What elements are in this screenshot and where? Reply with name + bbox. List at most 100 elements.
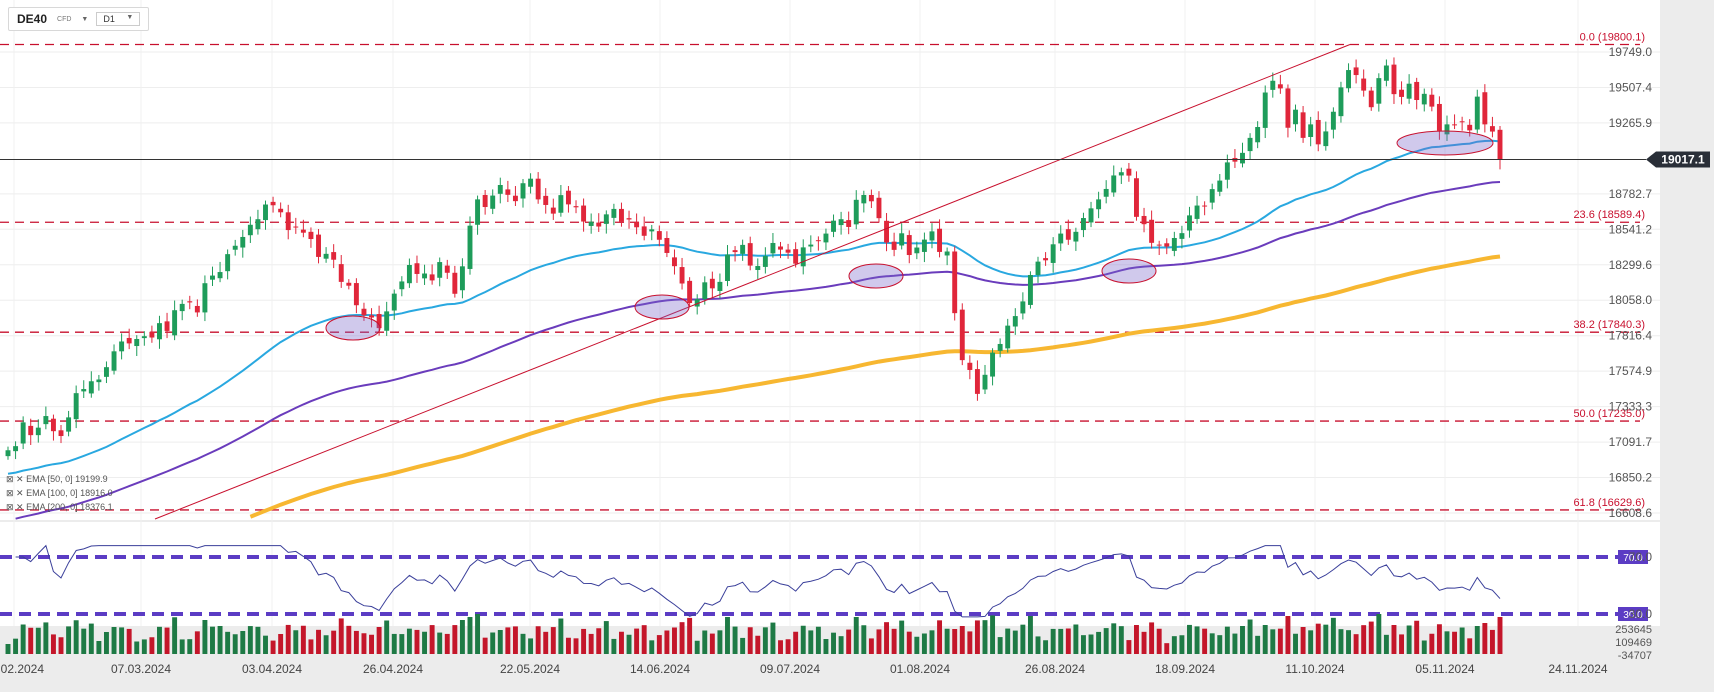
volume-bar: [1497, 617, 1503, 654]
candle-body: [687, 280, 693, 304]
volume-bar: [1300, 627, 1306, 654]
volume-bar: [58, 637, 64, 654]
volume-bar: [1338, 629, 1344, 654]
candle-body: [1012, 316, 1018, 327]
candle-body: [459, 266, 465, 291]
price-tick-label: 17816.4: [1609, 329, 1653, 343]
volume-bar: [338, 618, 344, 654]
volume-bar: [293, 630, 299, 654]
volume-bar: [649, 640, 655, 654]
volume-bar: [391, 633, 397, 654]
candle-body: [13, 446, 19, 452]
candle-body: [5, 450, 11, 457]
volume-bar: [1293, 633, 1298, 654]
volume-bar: [1368, 621, 1374, 654]
symbol-label[interactable]: DE40: [17, 12, 48, 26]
volume-bar: [778, 640, 783, 654]
candle-body: [270, 201, 276, 206]
candle-body: [141, 336, 147, 339]
ema50-legend[interactable]: ⊠ ✕ EMA [50, 0] 19199.9: [6, 474, 108, 485]
candle-body: [672, 257, 677, 267]
price-tick-label: 18782.7: [1609, 187, 1653, 201]
volume-bar: [1050, 628, 1056, 654]
volume-bar: [687, 617, 693, 654]
candle-body: [732, 250, 738, 253]
volume-bar: [868, 638, 874, 654]
volume-bar: [944, 628, 950, 654]
candle-body: [490, 195, 496, 209]
volume-bar: [588, 633, 594, 654]
volume-bar: [369, 634, 374, 654]
volume-bar: [1240, 626, 1245, 654]
candle-body: [1361, 78, 1367, 91]
volume-bar: [1391, 625, 1397, 654]
volume-bar: [111, 627, 117, 654]
candle-body: [1103, 188, 1109, 197]
chart-toolbar: DE40 CFD ▼ D1 ▼: [8, 7, 150, 31]
candle-body: [1444, 124, 1450, 135]
candle-body: [353, 283, 359, 306]
price-tick-label: 19265.9: [1609, 116, 1653, 130]
volume-bar: [1474, 626, 1480, 654]
candle-body: [157, 323, 162, 340]
candle-body: [952, 251, 958, 314]
candle-body: [1452, 124, 1458, 126]
close-icon[interactable]: ⊠ ✕: [6, 502, 24, 512]
close-icon[interactable]: ⊠ ✕: [6, 474, 24, 484]
close-icon[interactable]: ⊠ ✕: [6, 488, 24, 498]
candle-body: [81, 389, 87, 392]
candle-body: [399, 281, 405, 290]
date-tick-label: 24.11.2024: [1548, 662, 1607, 676]
volume-bar: [202, 620, 208, 654]
volume-bar: [1171, 636, 1177, 654]
volume-bar: [376, 627, 382, 654]
candle-body: [861, 194, 867, 204]
volume-bar: [353, 630, 359, 654]
price-tick-label: 16608.6: [1609, 506, 1653, 520]
ema50-label: EMA [50, 0] 19199.9: [26, 474, 108, 484]
candle-body: [512, 195, 518, 202]
candle-body: [1497, 129, 1503, 160]
candle-body: [316, 234, 321, 257]
date-tick-label: 09.07.2024: [760, 662, 820, 676]
volume-bar: [921, 633, 927, 654]
candle-body: [1376, 78, 1382, 104]
timeframe-select[interactable]: D1 ▼: [96, 12, 141, 26]
candle-body: [1406, 83, 1412, 99]
ema200-legend[interactable]: ⊠ ✕ EMA [200, 0] 18376.1: [6, 502, 113, 513]
volume-bar: [422, 631, 428, 654]
volume-bar: [361, 633, 367, 654]
symbol-dropdown-icon[interactable]: ▼: [81, 15, 89, 23]
candle-body: [1194, 205, 1200, 219]
candle-body: [694, 299, 700, 307]
candle-body: [641, 226, 647, 236]
date-tick-label: 26.04.2024: [363, 662, 423, 676]
volume-bar: [247, 626, 253, 654]
volume-bar: [967, 631, 973, 654]
volume-bar: [20, 624, 26, 654]
volume-bar: [611, 638, 617, 654]
candle-body: [1118, 172, 1124, 176]
volume-bar: [785, 639, 791, 654]
volume-bar: [467, 617, 473, 654]
volume-bar: [679, 622, 685, 654]
candle-body: [391, 293, 397, 311]
volume-bar: [1179, 635, 1185, 654]
candle-body: [43, 416, 49, 425]
candle-body: [558, 195, 564, 213]
ema100-legend[interactable]: ⊠ ✕ EMA [100, 0] 18916.0: [6, 488, 113, 499]
volume-bar: [497, 630, 503, 654]
volume-bar: [255, 626, 261, 654]
candle-body: [800, 247, 806, 267]
volume-bar: [1315, 623, 1321, 654]
candle-body: [543, 195, 549, 205]
volume-bar: [179, 639, 185, 654]
volume-bar: [725, 617, 730, 654]
candle-body: [1383, 65, 1389, 81]
candle-body: [868, 194, 874, 202]
volume-bar: [762, 627, 768, 654]
candle-body: [626, 218, 632, 220]
timeframe-dropdown-icon: ▼: [126, 14, 134, 21]
volume-bar: [346, 625, 352, 654]
